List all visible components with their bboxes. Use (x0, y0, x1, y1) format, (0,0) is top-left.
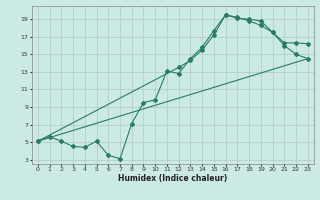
X-axis label: Humidex (Indice chaleur): Humidex (Indice chaleur) (118, 174, 228, 183)
